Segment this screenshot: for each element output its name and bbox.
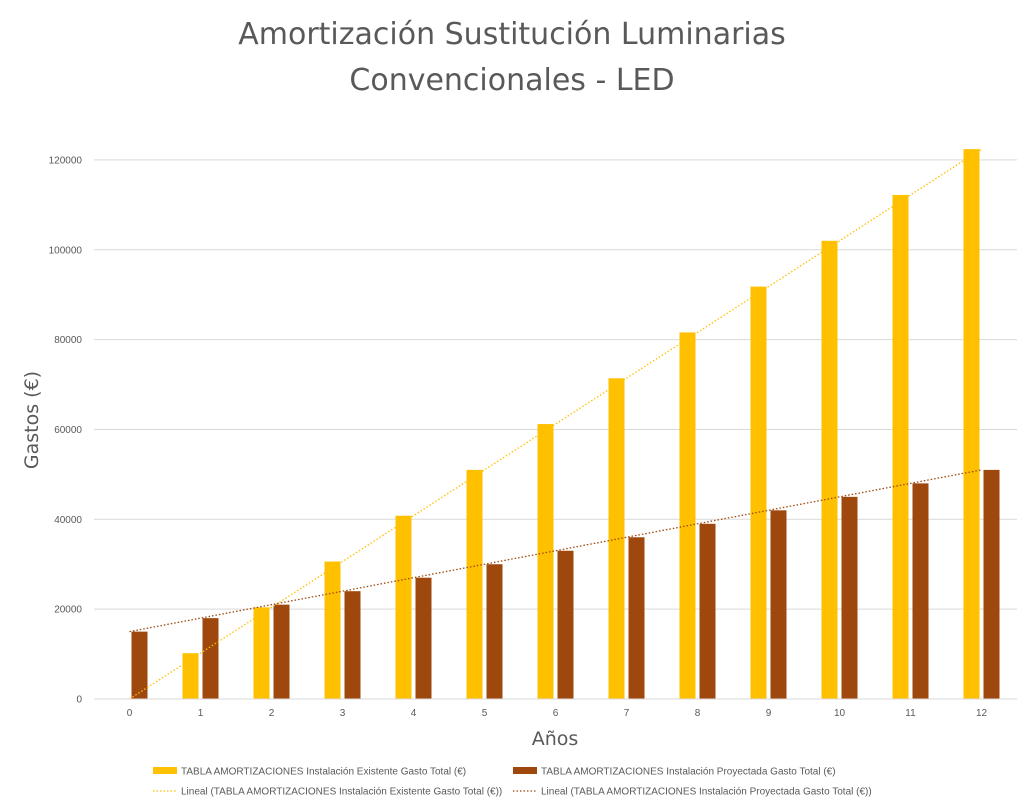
- y-tick-label: 60000: [54, 425, 82, 436]
- y-tick-label: 120000: [49, 155, 83, 166]
- y-tick-label: 20000: [54, 605, 82, 616]
- bar-series-0-cat-9: [750, 286, 767, 699]
- bar-series-0-cat-7: [608, 378, 625, 699]
- bar-series-1-cat-1: [202, 618, 219, 699]
- x-tick-label: 4: [411, 708, 417, 719]
- bar-series-1-cat-10: [841, 496, 858, 699]
- bars: [131, 149, 1000, 700]
- bar-series-0-cat-6: [537, 424, 554, 699]
- x-tick-label: 11: [905, 708, 916, 719]
- x-tick-label: 7: [624, 708, 630, 719]
- y-axis-title: Gastos (€): [21, 371, 43, 469]
- bar-series-1-cat-6: [557, 550, 574, 699]
- bar-series-1-cat-4: [415, 577, 432, 699]
- bar-series-0-cat-10: [821, 240, 838, 700]
- x-tick-label: 5: [482, 708, 488, 719]
- bar-series-1-cat-7: [628, 537, 645, 699]
- x-tick-label: 1: [198, 708, 204, 719]
- bar-series-0-cat-4: [395, 515, 412, 699]
- x-tick-label: 10: [834, 708, 846, 719]
- bar-series-0-cat-1: [182, 653, 199, 699]
- legend: TABLA AMORTIZACIONES Instalación Existen…: [153, 767, 872, 798]
- bar-series-0-cat-8: [679, 332, 696, 699]
- trendline-0: [129, 148, 982, 700]
- bar-series-1-cat-8: [699, 523, 716, 699]
- legend-label: TABLA AMORTIZACIONES Instalación Existen…: [181, 767, 466, 778]
- x-tick-label: 3: [340, 708, 346, 719]
- y-tick-label: 0: [76, 695, 82, 706]
- bar-series-1-cat-9: [770, 510, 787, 699]
- legend-swatch: [153, 767, 177, 774]
- x-tick-label: 2: [269, 708, 275, 719]
- legend-label: TABLA AMORTIZACIONES Instalación Proyect…: [541, 767, 836, 778]
- bar-series-1-cat-5: [486, 564, 503, 699]
- bar-series-1-cat-3: [344, 591, 361, 699]
- legend-swatch: [513, 767, 537, 774]
- x-tick-label: 12: [976, 708, 988, 719]
- bar-series-0-cat-2: [253, 607, 270, 699]
- y-tick-label: 40000: [54, 515, 82, 526]
- gridlines: [94, 159, 1017, 610]
- y-tick-label: 100000: [49, 245, 83, 256]
- y-tick-label: 80000: [54, 335, 82, 346]
- bar-series-0-cat-3: [324, 561, 341, 699]
- legend-label: Lineal (TABLA AMORTIZACIONES Instalación…: [541, 787, 872, 798]
- bar-series-0-cat-11: [892, 194, 909, 699]
- bar-series-0-cat-12: [963, 149, 980, 699]
- x-axis-title: Años: [532, 728, 579, 750]
- bar-series-1-cat-0: [131, 631, 148, 699]
- x-tick-label: 6: [553, 708, 559, 719]
- bar-series-1-cat-12: [983, 469, 1000, 699]
- bar-series-1-cat-2: [273, 604, 290, 699]
- x-tick-label: 0: [127, 708, 133, 719]
- x-tick-label: 8: [695, 708, 701, 719]
- bar-series-1-cat-11: [912, 483, 929, 699]
- chart-title-line-2: Convencionales - LED: [349, 63, 674, 98]
- trendline-1: [129, 469, 982, 633]
- bar-series-0-cat-5: [466, 469, 483, 699]
- trendlines: [129, 148, 982, 700]
- x-tick-label: 9: [766, 708, 772, 719]
- chart-title-line-1: Amortización Sustitución Luminarias: [238, 17, 786, 52]
- legend-label: Lineal (TABLA AMORTIZACIONES Instalación…: [181, 787, 502, 798]
